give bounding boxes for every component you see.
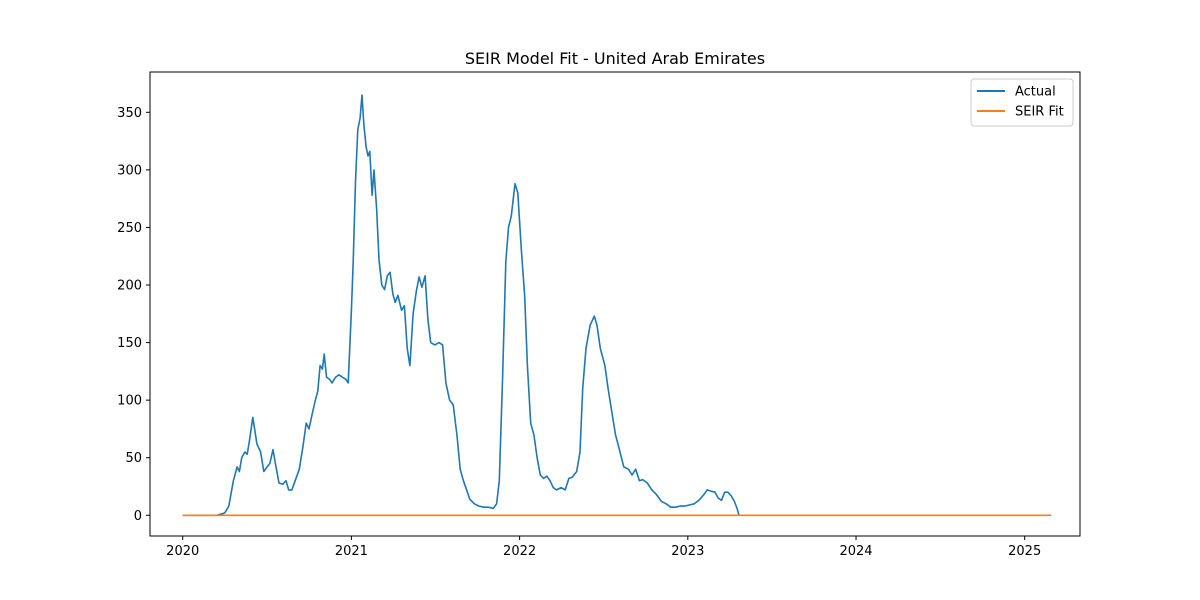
x-tick-label: 2024 [839,544,872,559]
y-tick-label: 350 [117,106,142,121]
plot-area [149,71,1081,537]
x-tick-label: 2025 [1008,544,1041,559]
x-axis: 2020 2021 2022 2023 2024 2025 [166,536,1041,559]
y-tick-label: 300 [117,163,142,178]
y-tick-label: 250 [117,221,142,236]
y-tick-label: 100 [117,394,142,409]
legend-label-seir-fit: SEIR Fit [1015,105,1064,120]
y-tick-label: 50 [125,451,142,466]
series-layer [182,94,1052,517]
legend-label-actual: Actual [1015,85,1056,100]
x-tick-label: 2021 [335,544,368,559]
y-axis: 0 50 100 150 200 250 300 350 [117,106,150,524]
x-tick-label: 2023 [671,544,704,559]
series-line-actual [182,94,740,517]
x-tick-label: 2020 [166,544,199,559]
y-tick-label: 0 [134,509,142,524]
chart-title: SEIR Model Fit - United Arab Emirates [465,49,765,68]
y-tick-label: 200 [117,279,142,294]
y-tick-label: 150 [117,336,142,351]
x-tick-label: 2022 [503,544,536,559]
legend: Actual SEIR Fit [970,78,1074,127]
